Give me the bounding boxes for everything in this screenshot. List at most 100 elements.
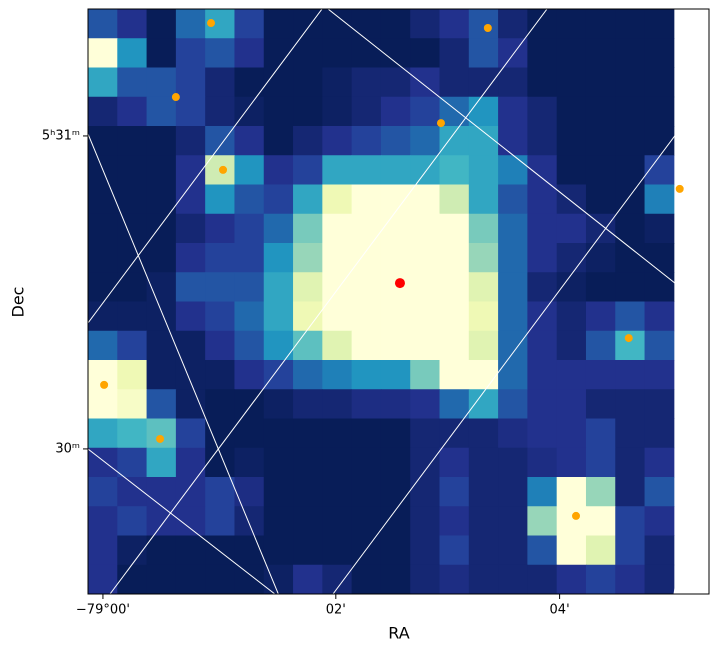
pixel xyxy=(88,213,118,244)
coord-line xyxy=(109,9,548,594)
pixel xyxy=(468,330,499,361)
pixel xyxy=(585,126,616,156)
pixel xyxy=(615,38,646,68)
pixel xyxy=(205,477,235,507)
pixel xyxy=(410,243,441,273)
pixel xyxy=(351,126,382,156)
pixel xyxy=(585,418,616,449)
pixel xyxy=(175,126,206,156)
pixel xyxy=(410,272,441,302)
pixel xyxy=(175,301,206,332)
pixel xyxy=(380,535,411,566)
pixel xyxy=(263,301,294,332)
pixel xyxy=(498,272,528,302)
pixel xyxy=(380,389,411,419)
pixel xyxy=(117,360,148,390)
pixel xyxy=(88,272,118,302)
pixel xyxy=(293,389,323,419)
pixel xyxy=(527,535,558,566)
pixel xyxy=(117,418,148,449)
pixel xyxy=(117,96,148,127)
pixel xyxy=(380,9,411,39)
pixel xyxy=(468,418,499,449)
x-tick-label: 02' xyxy=(326,603,346,618)
pixel xyxy=(234,330,265,361)
pixel xyxy=(234,447,265,478)
pixel xyxy=(410,213,441,244)
pixel xyxy=(498,67,528,98)
pixel xyxy=(410,301,441,332)
pixel xyxy=(556,506,587,536)
pixel xyxy=(88,38,118,68)
pixel xyxy=(234,184,265,215)
pixel xyxy=(351,272,382,302)
pixel xyxy=(88,506,118,536)
pixel xyxy=(322,126,353,156)
pixel xyxy=(585,272,616,302)
pixel xyxy=(439,243,470,273)
pixel xyxy=(234,301,265,332)
pixel xyxy=(615,389,646,419)
pixel xyxy=(322,418,353,449)
pixel xyxy=(88,67,118,98)
pixel xyxy=(556,447,587,478)
image xyxy=(88,9,675,595)
pixel xyxy=(498,330,528,361)
pixel xyxy=(410,418,441,449)
pixel xyxy=(175,418,206,449)
pixel xyxy=(234,360,265,390)
pixel xyxy=(175,389,206,419)
pixel xyxy=(410,96,441,127)
pixel xyxy=(439,330,470,361)
pixel xyxy=(117,155,148,185)
pixel xyxy=(322,67,353,98)
pixel xyxy=(498,155,528,185)
pixel xyxy=(498,447,528,478)
pixel xyxy=(468,184,499,215)
pixel xyxy=(322,447,353,478)
pixel xyxy=(380,447,411,478)
pixel xyxy=(146,564,177,595)
y-tick-label: 30ᵐ xyxy=(55,441,80,456)
pixel xyxy=(117,301,148,332)
plot-frame xyxy=(87,8,710,595)
pixel xyxy=(380,243,411,273)
pixel xyxy=(498,564,528,595)
pixel xyxy=(585,38,616,68)
pixel xyxy=(205,38,235,68)
pixel xyxy=(205,67,235,98)
pixel xyxy=(117,38,148,68)
pixel xyxy=(175,67,206,98)
pixel xyxy=(117,389,148,419)
coord-line xyxy=(332,89,709,594)
pixel xyxy=(410,38,441,68)
pixel xyxy=(527,126,558,156)
pixel xyxy=(351,243,382,273)
pixel xyxy=(527,360,558,390)
pixel xyxy=(146,301,177,332)
pixel xyxy=(644,9,675,39)
pixel xyxy=(117,9,148,39)
marker xyxy=(394,278,405,289)
pixel xyxy=(644,38,675,68)
pixel xyxy=(234,213,265,244)
pixel xyxy=(263,447,294,478)
pixel xyxy=(615,535,646,566)
pixel xyxy=(146,96,177,127)
pixel xyxy=(556,301,587,332)
pixel xyxy=(263,126,294,156)
pixel xyxy=(498,9,528,39)
pixel xyxy=(293,213,323,244)
pixel xyxy=(410,9,441,39)
pixel xyxy=(439,155,470,185)
pixel xyxy=(88,9,118,39)
pixel xyxy=(468,96,499,127)
pixel xyxy=(498,418,528,449)
pixel xyxy=(410,67,441,98)
marker xyxy=(171,93,180,102)
pixel xyxy=(205,301,235,332)
pixel xyxy=(293,477,323,507)
pixel xyxy=(322,506,353,536)
pixel xyxy=(322,213,353,244)
